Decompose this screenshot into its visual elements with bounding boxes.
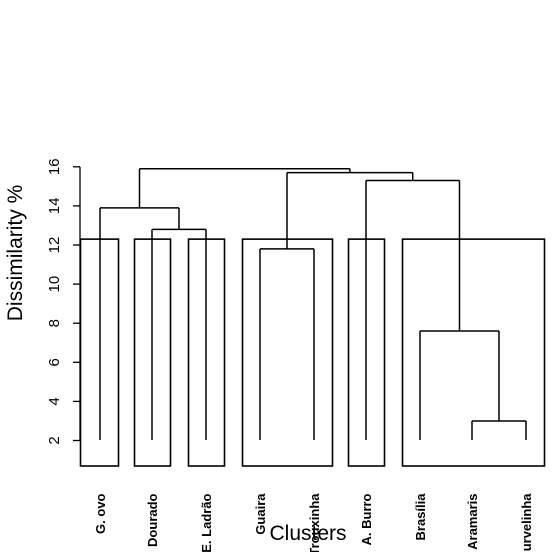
leaf-labels: G. ovo Dourado E. Ladrão Guaira Trouxinha A. … <box>93 493 534 552</box>
x-axis-title: Clusters <box>269 522 346 545</box>
y-tick-label: 6 <box>46 358 63 366</box>
cluster-boxes <box>79 238 546 467</box>
leaf-label: Guaira <box>253 493 268 535</box>
y-tick-label: 4 <box>46 397 63 405</box>
dendrogram-tree <box>99 168 527 440</box>
y-tick-label: 10 <box>46 276 63 293</box>
leaf-label: Brasília <box>413 493 428 541</box>
y-tick-label: 12 <box>46 237 63 254</box>
y-axis: 2 4 6 8 10 12 14 16 <box>46 158 81 445</box>
leaf-label: A. Burro <box>359 493 374 545</box>
leaf-label: Aramaris <box>465 494 480 550</box>
cluster-box <box>401 238 546 467</box>
y-tick-label: 8 <box>46 319 63 327</box>
y-tick-label: 2 <box>46 436 63 444</box>
leaf-label: Dourado <box>145 493 160 547</box>
leaf-label: Trouxinha <box>307 493 322 552</box>
y-axis-title: Dissimilarity % <box>4 185 27 322</box>
leaf-label: Curvelinha <box>519 493 534 552</box>
leaf-label: G. ovo <box>93 493 108 534</box>
cluster-box <box>241 238 334 467</box>
leaf-label: E. Ladrão <box>199 493 214 552</box>
y-tick-label: 16 <box>46 158 63 175</box>
y-tick-label: 14 <box>46 198 63 215</box>
